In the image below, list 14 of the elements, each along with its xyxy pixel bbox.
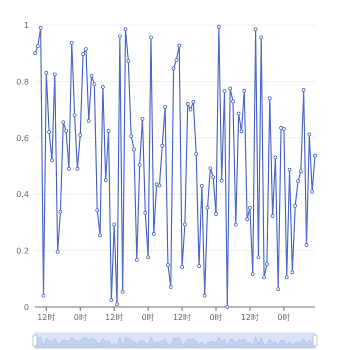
y-tick-label: 0.4 <box>16 190 29 200</box>
x-tick-label: 12时 <box>105 313 124 322</box>
y-tick-label: 0.8 <box>16 77 29 86</box>
y-tick-label: 1 <box>24 21 29 30</box>
x-tick-label: 0时 <box>74 313 87 322</box>
x-tick-label: 0时 <box>277 313 290 322</box>
y-tick-label: 0.6 <box>16 134 29 143</box>
x-tick-label: 12时 <box>240 313 260 322</box>
x-tick-label: 12时 <box>172 313 192 322</box>
x-tick-label: 0时 <box>209 313 223 322</box>
y-tick-label: 0.2 <box>16 246 29 256</box>
x-tick-label: 0时 <box>142 313 155 322</box>
y-tick-label: 0 <box>24 303 29 312</box>
x-tick-label: 12时 <box>37 313 56 322</box>
